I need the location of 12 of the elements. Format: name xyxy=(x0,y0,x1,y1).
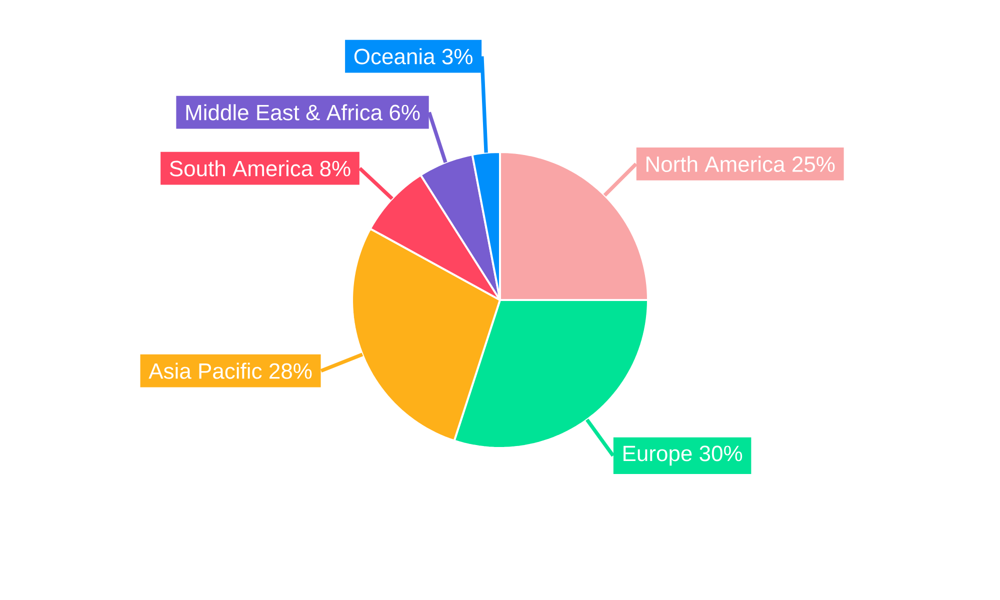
data-label: 30% xyxy=(700,446,742,462)
data-label: 28% xyxy=(270,363,312,379)
slice-label: South America xyxy=(170,160,314,176)
data-label: 6% xyxy=(390,104,420,120)
slice-label: Europe xyxy=(624,446,692,466)
slice-label: Asia Pacific xyxy=(148,362,262,379)
data-label: 3% xyxy=(442,48,472,64)
slice-label: North America xyxy=(646,156,786,172)
data-label: 25% xyxy=(792,156,835,172)
slice-label: Middle East & Africa xyxy=(186,104,383,120)
data-label: 8% xyxy=(320,160,350,176)
slice-label: Oceania xyxy=(354,48,436,64)
